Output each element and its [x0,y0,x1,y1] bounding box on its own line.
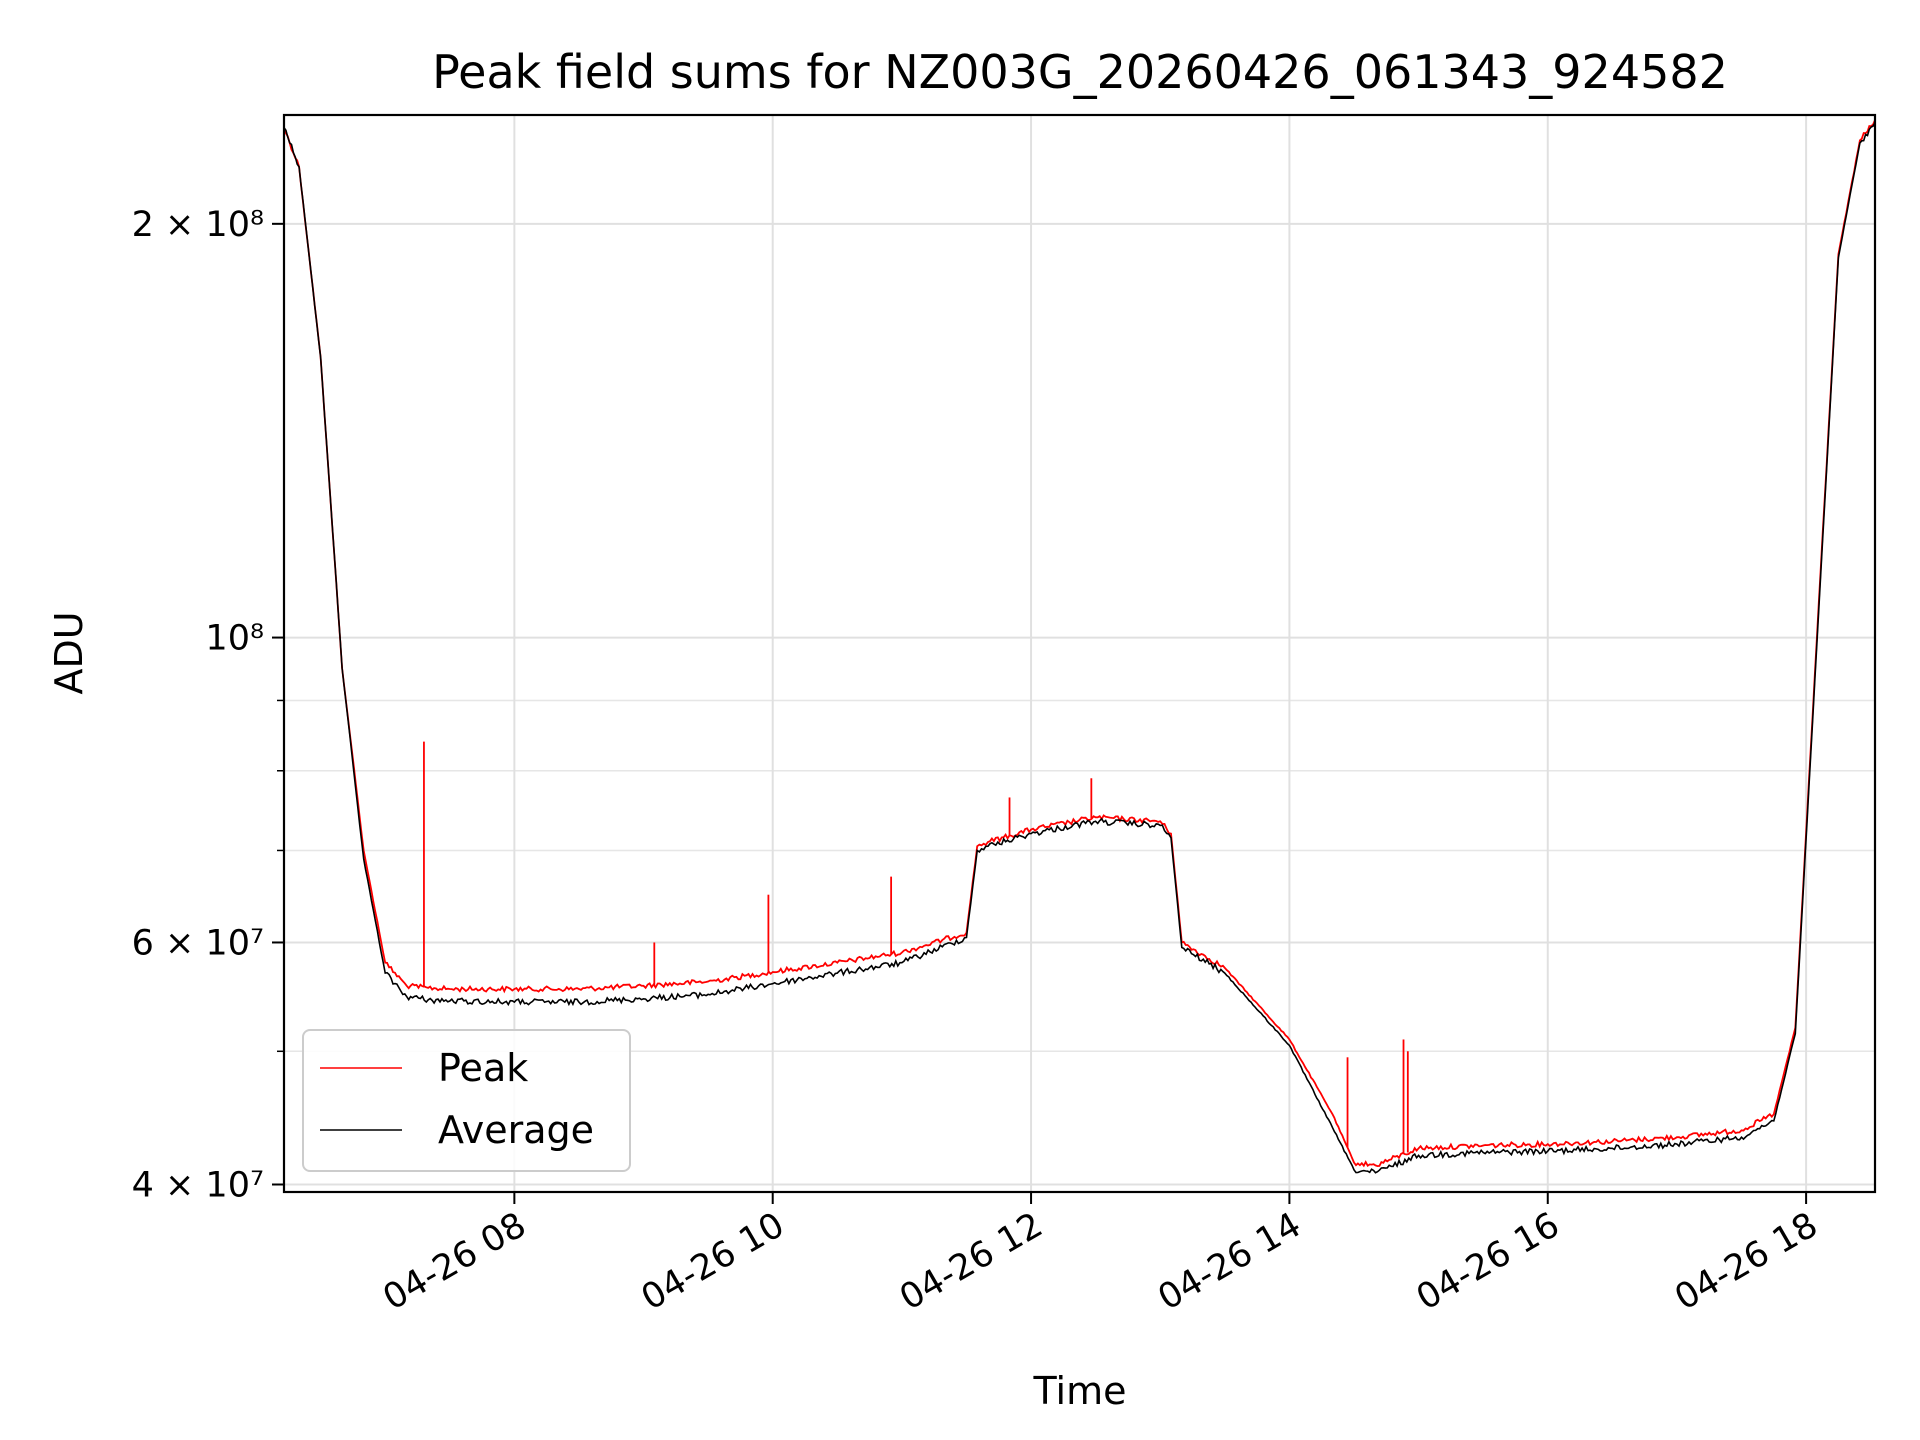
average-series-line [283,122,1876,1174]
x-tick-label: 04-26 14 [1152,1205,1308,1318]
y-tick-label: 10⁸ [205,619,264,659]
legend-peak-label: Peak [438,1046,528,1090]
legend-average-label: Average [438,1108,594,1152]
x-tick-label: 04-26 18 [1668,1205,1824,1318]
chart-title: Peak field sums for NZ003G_20260426_0613… [432,45,1728,99]
axes-frame [282,113,1877,1194]
grid [284,115,1875,1192]
y-tick-label: 4 × 10⁷ [132,1165,264,1205]
x-tick-label: 04-26 16 [1410,1205,1566,1318]
y-tick-label: 6 × 10⁷ [132,923,264,963]
plot-lines [283,119,1876,1174]
x-tick-label: 04-26 10 [635,1205,791,1318]
legend-box [302,1029,631,1172]
legend: Peak Average [302,1029,631,1172]
y-axis-label: ADU [47,611,91,694]
x-tick-label: 04-26 08 [377,1205,533,1318]
y-tick-label: 2 × 10⁸ [132,205,264,245]
peak-series-line [283,119,1876,1168]
x-axis-label: Time [1033,1369,1127,1413]
x-tick-label: 04-26 12 [893,1205,1049,1318]
